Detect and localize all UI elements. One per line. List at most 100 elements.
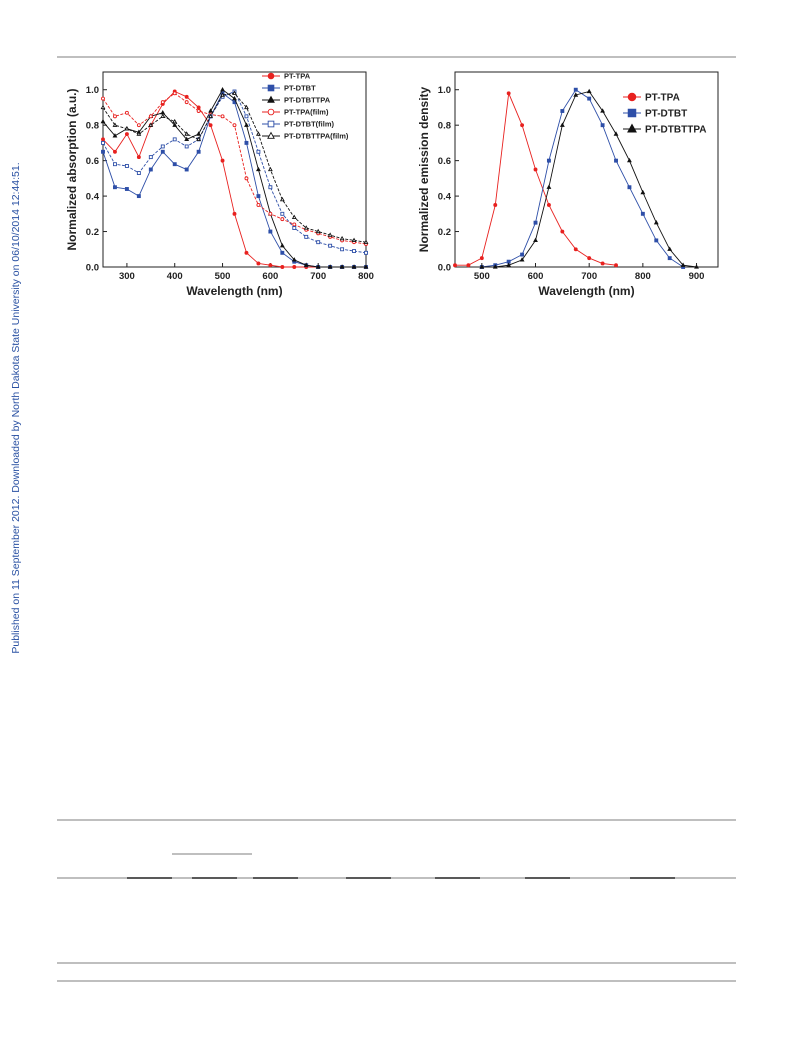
marker bbox=[232, 211, 237, 216]
marker bbox=[533, 220, 538, 225]
side-note: Published on 11 September 2012. Download… bbox=[10, 162, 22, 653]
marker bbox=[160, 149, 165, 154]
legend-label: PT-TPA bbox=[284, 72, 311, 81]
marker bbox=[148, 167, 153, 172]
marker bbox=[124, 125, 130, 131]
marker bbox=[124, 132, 129, 136]
x-tick-label: 500 bbox=[474, 271, 490, 282]
marker bbox=[184, 131, 190, 136]
x-tick-label: 900 bbox=[689, 271, 705, 282]
marker bbox=[351, 264, 357, 269]
marker bbox=[136, 131, 142, 136]
marker bbox=[653, 219, 659, 225]
marker bbox=[586, 88, 592, 94]
marker bbox=[546, 184, 552, 189]
marker bbox=[694, 264, 699, 269]
marker bbox=[172, 162, 177, 167]
marker bbox=[196, 109, 201, 113]
y-tick-label: 0.8 bbox=[86, 121, 99, 132]
marker bbox=[363, 264, 369, 269]
x-tick-label: 800 bbox=[635, 271, 651, 282]
legend-marker bbox=[627, 123, 637, 133]
legend-marker bbox=[267, 84, 275, 92]
marker bbox=[315, 228, 321, 234]
marker bbox=[172, 118, 178, 124]
legend-marker bbox=[267, 131, 275, 139]
marker bbox=[291, 214, 297, 220]
marker bbox=[654, 238, 659, 243]
marker bbox=[220, 158, 225, 163]
y-tick-label: 0.4 bbox=[438, 192, 452, 203]
marker bbox=[506, 91, 511, 96]
marker bbox=[160, 110, 166, 115]
marker bbox=[614, 158, 618, 163]
marker bbox=[559, 122, 565, 127]
marker bbox=[573, 247, 578, 252]
marker bbox=[587, 256, 592, 261]
marker bbox=[172, 137, 177, 142]
marker bbox=[268, 263, 273, 268]
marker bbox=[351, 237, 357, 243]
marker bbox=[220, 92, 225, 97]
y-tick-label: 1.0 bbox=[438, 85, 451, 96]
marker bbox=[614, 263, 618, 268]
marker bbox=[256, 203, 261, 207]
marker bbox=[546, 158, 551, 163]
y-tick-label: 0.8 bbox=[438, 121, 451, 132]
marker bbox=[533, 237, 538, 243]
marker bbox=[184, 136, 190, 142]
y-tick-label: 0.6 bbox=[86, 156, 99, 167]
marker bbox=[279, 242, 285, 248]
marker bbox=[232, 90, 237, 95]
plot-frame bbox=[454, 71, 719, 268]
legend-label: PT-DTBTTPA bbox=[645, 125, 706, 136]
marker bbox=[316, 240, 321, 245]
marker bbox=[196, 131, 202, 136]
marker bbox=[101, 137, 105, 142]
legend-label: PT-DTBTTPA bbox=[284, 96, 331, 105]
x-tick-label: 700 bbox=[310, 271, 326, 282]
marker bbox=[256, 149, 261, 154]
legend-marker bbox=[267, 108, 275, 116]
x-tick-label: 300 bbox=[119, 271, 135, 282]
marker bbox=[172, 122, 178, 127]
marker bbox=[453, 263, 457, 268]
marker bbox=[315, 264, 321, 269]
marker bbox=[124, 164, 129, 168]
x-tick-label: 500 bbox=[215, 271, 231, 282]
marker bbox=[303, 262, 309, 267]
legend-marker bbox=[627, 92, 637, 102]
y-tick-label: 0.6 bbox=[438, 156, 451, 167]
marker bbox=[196, 149, 201, 154]
y-tick-label: 0.2 bbox=[86, 227, 99, 238]
marker bbox=[328, 243, 333, 248]
marker bbox=[280, 265, 285, 269]
y-axis-label: Normalized emission density bbox=[417, 86, 431, 252]
marker bbox=[196, 105, 201, 110]
marker bbox=[364, 250, 368, 255]
marker bbox=[208, 123, 213, 128]
marker bbox=[327, 232, 333, 237]
marker bbox=[113, 149, 117, 154]
marker bbox=[136, 171, 141, 175]
marker bbox=[148, 122, 154, 127]
marker bbox=[600, 108, 606, 113]
marker bbox=[244, 176, 249, 181]
marker bbox=[100, 118, 106, 124]
marker bbox=[160, 144, 165, 149]
marker bbox=[339, 264, 345, 269]
x-tick-label: 400 bbox=[167, 271, 183, 282]
marker bbox=[466, 263, 471, 268]
marker bbox=[148, 114, 153, 119]
y-tick-label: 0.0 bbox=[86, 263, 99, 274]
legend-label: PT-DTBT bbox=[645, 109, 687, 120]
marker bbox=[520, 123, 525, 128]
y-axis-label: Normalized absorption (a.u.) bbox=[65, 88, 79, 250]
marker bbox=[113, 185, 117, 190]
series-line bbox=[102, 90, 366, 268]
marker bbox=[492, 264, 498, 269]
marker bbox=[352, 249, 356, 253]
marker bbox=[363, 239, 369, 244]
